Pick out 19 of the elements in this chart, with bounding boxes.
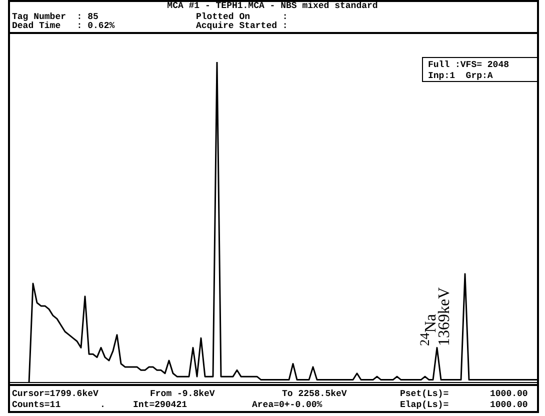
text: . (100, 400, 106, 410)
text: Int=290421 (133, 400, 188, 410)
annotation: Full :VFS= 2048 (428, 60, 510, 70)
text: 1000.00 (490, 400, 528, 410)
text: Elap(Ls)= (400, 400, 449, 410)
chart-title: MCA #1 - TEPH1.MCA - NBS mixed standard (166, 1, 379, 11)
text: Acquire Started : (196, 21, 288, 31)
text: Counts=11 (12, 400, 61, 410)
text: Pset(Ls)= (400, 389, 449, 399)
text: Tag Number : 85 (12, 12, 98, 22)
annotation: 1369keV (436, 287, 453, 346)
annotation: Inp:1 Grp:A (428, 71, 493, 81)
text: Cursor=1799.6keV (12, 389, 98, 399)
text: Plotted On : (196, 12, 288, 22)
text: Area=0+-0.00% (252, 400, 322, 410)
text: To 2258.5keV (282, 389, 347, 399)
text: 1000.00 (490, 389, 528, 399)
text: From -9.8keV (150, 389, 215, 399)
text: Dead Time : 0.62% (12, 21, 115, 31)
